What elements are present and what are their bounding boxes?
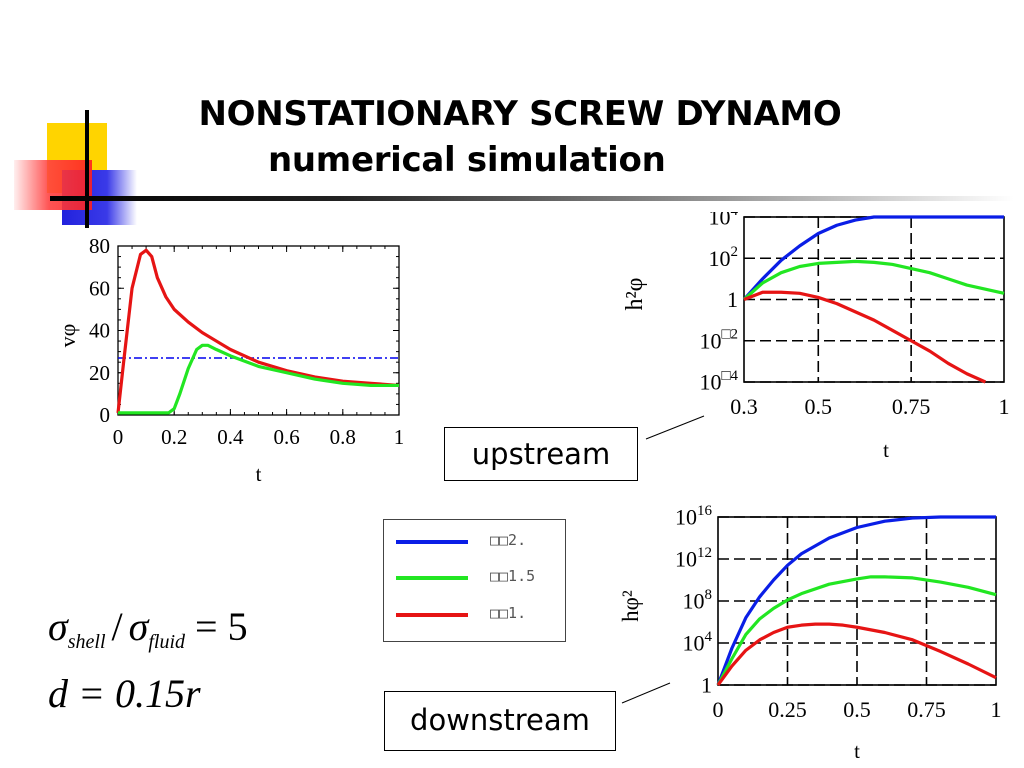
y-tick-exponent: □4 — [721, 368, 738, 384]
y-axis-label: h²φ — [622, 277, 648, 310]
legend: □□2. □□1.5 □□1. — [383, 519, 566, 642]
upstream-callout: upstream — [444, 427, 638, 481]
y-tick-exponent: □2 — [721, 327, 738, 343]
y-tick-label: 1016 — [675, 504, 713, 530]
upstream-callout-text: upstream — [471, 437, 611, 471]
legend-label: □□1.5 — [490, 567, 536, 585]
y-tick-base: 1 — [701, 673, 712, 698]
slide-subtitle: numerical simulation — [268, 140, 666, 180]
thickness-formula-text: d = 0.15r — [48, 671, 201, 716]
x-axis-label: t — [854, 739, 860, 763]
x-tick-label: 0 — [113, 425, 124, 449]
sigma-fluid: σ — [128, 604, 149, 649]
y-tick-base: 10 — [683, 631, 705, 656]
y-tick-exponent: 12 — [697, 545, 712, 561]
y-axis-label: vφ — [55, 324, 80, 348]
y-tick-label: 1 — [701, 673, 712, 698]
y-tick-label: 102 — [709, 244, 739, 271]
x-tick-label: 0 — [713, 697, 724, 722]
sigma-shell: σ — [48, 604, 68, 649]
legend-label: □□1. — [490, 604, 527, 622]
series-line — [742, 215, 1004, 301]
x-tick-label: 0.5 — [805, 394, 833, 419]
y-tick-label: 104 — [683, 629, 713, 656]
y-tick-label: 1 — [727, 287, 738, 312]
x-tick-label: 0.75 — [892, 394, 931, 419]
x-tick-label: 1 — [999, 394, 1010, 419]
y-tick-label: 40 — [89, 319, 110, 343]
y-tick-label: 104 — [709, 212, 739, 230]
legend-swatch — [396, 576, 468, 580]
downstream-callout-text: downstream — [410, 703, 590, 737]
velocity-chart: 0 0.2 0.4 0.6 0.8 1 0 20 40 60 80 t vφ — [55, 238, 405, 486]
logo-red-square — [14, 160, 92, 210]
y-tick-label: 80 — [89, 238, 110, 258]
x-tick-label: 0.8 — [330, 425, 356, 449]
y-tick-exponent: 4 — [705, 629, 713, 645]
x-tick-label: 1 — [394, 425, 405, 449]
y-tick-label: 0 — [100, 403, 111, 427]
y-tick-exponent: 16 — [697, 504, 713, 519]
y-tick-base: 10 — [675, 547, 697, 572]
formula-rhs: = 5 — [195, 604, 248, 649]
x-tick-label: 0.2 — [161, 425, 187, 449]
series-line — [118, 343, 399, 415]
y-tick-label: 10□4 — [699, 368, 738, 395]
y-tick-label: 60 — [89, 276, 110, 300]
x-tick-label: 0.75 — [907, 697, 946, 722]
title-underline — [50, 196, 1014, 201]
legend-swatch — [396, 613, 468, 617]
y-tick-base: 1 — [727, 287, 738, 312]
subscript-fluid: fluid — [148, 631, 186, 653]
y-tick-label: 20 — [89, 361, 110, 385]
y-tick-label: 108 — [683, 587, 713, 614]
x-tick-label: 0.4 — [217, 425, 244, 449]
y-tick-base: 10 — [675, 505, 697, 530]
x-tick-label: 1 — [991, 697, 1002, 722]
y-tick-base: 10 — [699, 328, 721, 353]
x-axis-label: t — [256, 462, 262, 486]
y-tick-base: 10 — [709, 246, 731, 271]
plot-frame — [117, 245, 400, 416]
y-axis-label: hφ² — [618, 590, 643, 622]
series-line — [716, 575, 997, 686]
series-line — [116, 248, 400, 414]
downstream-callout: downstream — [384, 691, 616, 751]
legend-swatch — [396, 540, 468, 544]
series-line — [743, 290, 987, 384]
y-tick-base: 10 — [683, 589, 705, 614]
y-tick-exponent: 4 — [731, 212, 739, 219]
logo-vertical-bar — [85, 110, 89, 228]
conductivity-ratio-formula: σshell / σfluid = 5 — [48, 603, 248, 654]
x-tick-label: 0.6 — [273, 425, 299, 449]
legend-label: □□2. — [490, 531, 527, 549]
y-tick-base: 10 — [709, 212, 731, 230]
y-tick-exponent: 8 — [705, 587, 713, 603]
x-axis-label: t — [883, 438, 889, 462]
legend-item: □□1.5 — [394, 567, 559, 587]
x-tick-label: 0.5 — [843, 697, 871, 722]
legend-item: □□1. — [394, 604, 559, 624]
x-tick-label: 0.25 — [768, 697, 807, 722]
thickness-formula: d = 0.15r — [48, 670, 201, 717]
slide-title: NONSTATIONARY SCREW DYNAMO — [198, 94, 842, 134]
x-tick-label: 0.3 — [730, 394, 758, 419]
subscript-shell: shell — [67, 631, 106, 653]
y-tick-label: 1012 — [675, 545, 712, 572]
series-line — [742, 259, 1005, 301]
y-tick-label: 10□2 — [699, 327, 738, 354]
y-tick-base: 10 — [699, 370, 721, 395]
formula-slash: / — [111, 604, 123, 649]
legend-item: □□2. — [394, 531, 559, 551]
series-line — [716, 622, 997, 686]
series-line — [716, 515, 996, 686]
y-tick-exponent: 2 — [731, 244, 739, 260]
